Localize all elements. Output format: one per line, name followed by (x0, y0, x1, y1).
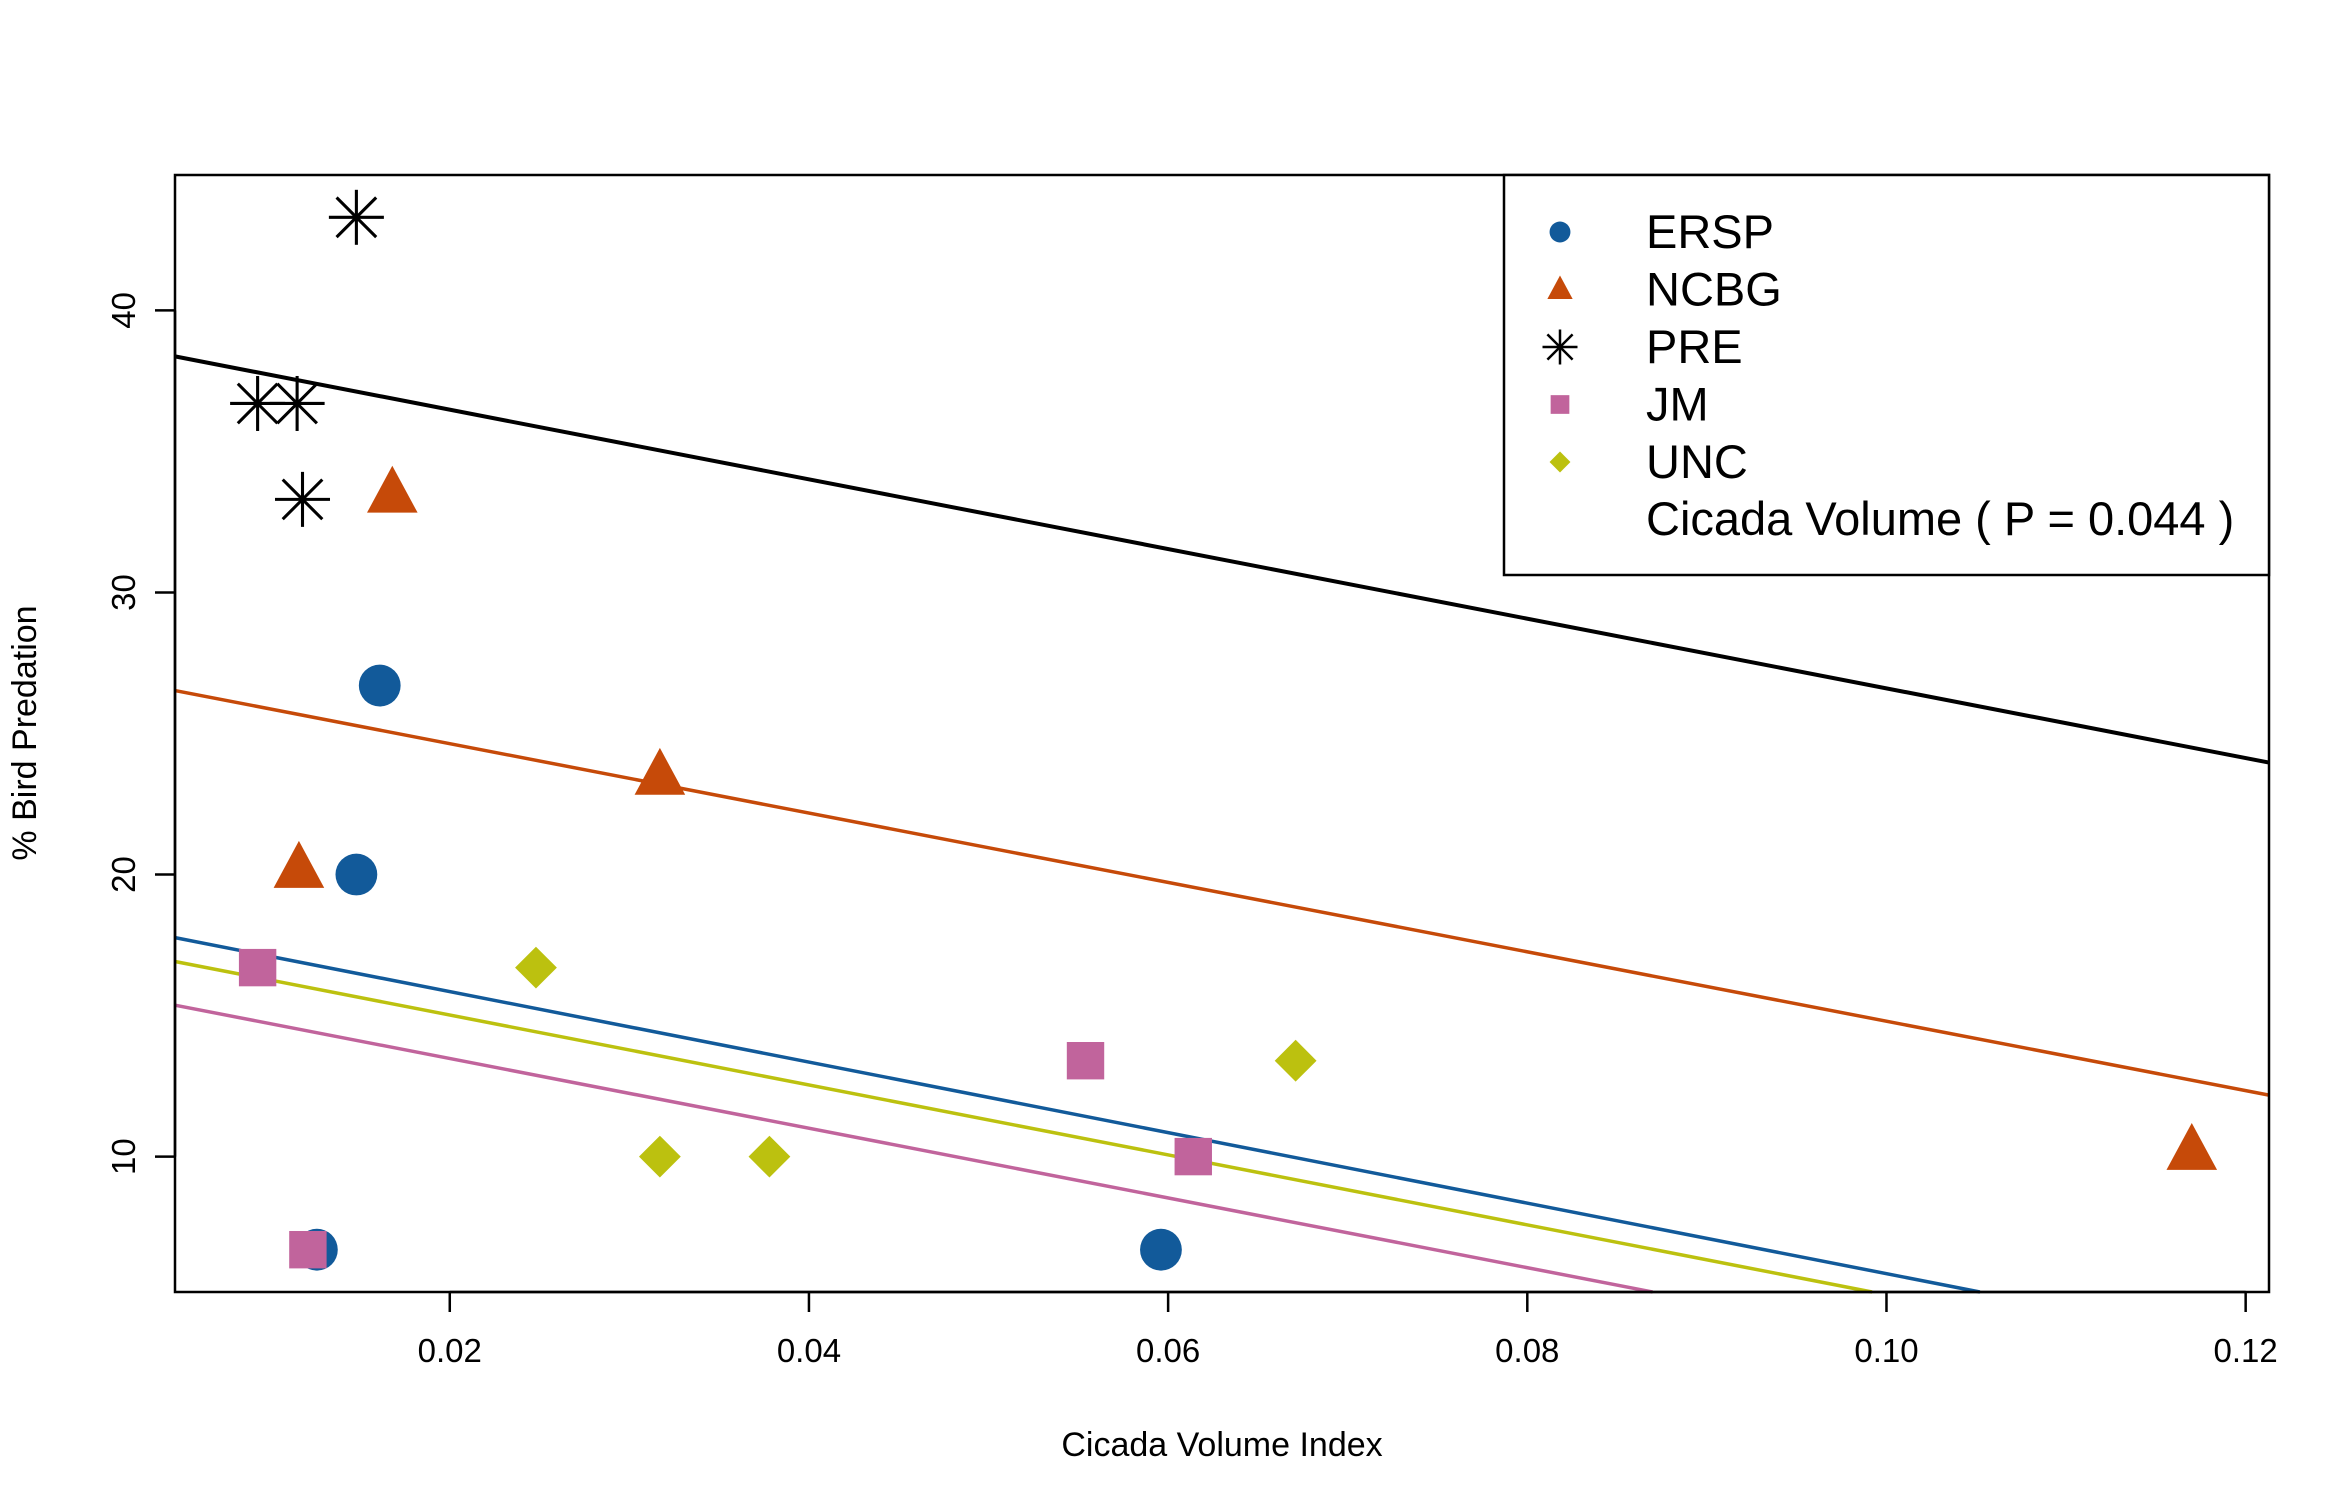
y-tick-label: 20 (105, 856, 142, 893)
point-unc (1274, 1039, 1317, 1082)
x-tick-label: 0.12 (2214, 1332, 2278, 1369)
point-pre (328, 189, 384, 245)
y-tick-label: 10 (105, 1138, 142, 1175)
point-jm (289, 1230, 327, 1269)
point-ersp (358, 664, 401, 707)
legend-marker-pre (1542, 329, 1578, 365)
data-points (230, 189, 2218, 1271)
point-pre (269, 375, 325, 431)
legend-note: Cicada Volume ( P = 0.044 ) (1646, 492, 2234, 545)
legend-label-unc: UNC (1646, 435, 1748, 488)
point-jm (1066, 1042, 1105, 1080)
legend-box (1502, 173, 2271, 577)
point-ncbg (634, 747, 686, 795)
legend-marker-jm (1550, 395, 1570, 414)
regression-lines (174, 354, 2270, 1294)
point-ncbg (273, 840, 325, 888)
point-ncbg (367, 465, 418, 513)
fit-line-unc (174, 959, 1873, 1294)
fit-line-pre (174, 354, 2270, 765)
fit-line-ncbg (174, 688, 2270, 1097)
legend-marker-ncbg (1547, 275, 1573, 299)
point-pre (275, 471, 331, 527)
fit-line-jm (174, 1003, 1653, 1294)
point-ncbg (2166, 1123, 2218, 1170)
legend-label-jm: JM (1646, 378, 1709, 431)
fit-line-ersp (174, 935, 1981, 1294)
point-jm (1174, 1137, 1212, 1176)
legend-marker-ersp (1549, 221, 1571, 243)
legend-label-pre: PRE (1646, 320, 1743, 373)
point-unc (515, 946, 557, 989)
x-axis: 0.02 0.04 0.06 0.08 0.10 0.12 (418, 1290, 2278, 1369)
point-unc (638, 1135, 681, 1178)
point-jm (238, 948, 277, 987)
x-tick-label: 0.06 (1136, 1332, 1200, 1369)
legend-label-ersp: ERSP (1646, 205, 1774, 258)
y-tick-label: 30 (105, 574, 142, 611)
x-tick-label: 0.08 (1495, 1332, 1559, 1369)
y-axis: 10 20 30 40 (105, 292, 177, 1175)
x-tick-label: 0.10 (1854, 1332, 1918, 1369)
x-axis-title: Cicada Volume Index (1061, 1426, 1382, 1464)
y-axis-title: % Bird Predation (6, 605, 44, 860)
x-tick-label: 0.04 (777, 1332, 841, 1369)
legend-label-ncbg: NCBG (1646, 263, 1782, 316)
legend-marker-unc (1549, 451, 1571, 473)
point-ersp (1140, 1228, 1182, 1271)
y-tick-label: 40 (105, 292, 142, 329)
x-tick-label: 0.02 (418, 1332, 482, 1369)
point-unc (748, 1135, 791, 1178)
point-ersp (335, 853, 378, 896)
